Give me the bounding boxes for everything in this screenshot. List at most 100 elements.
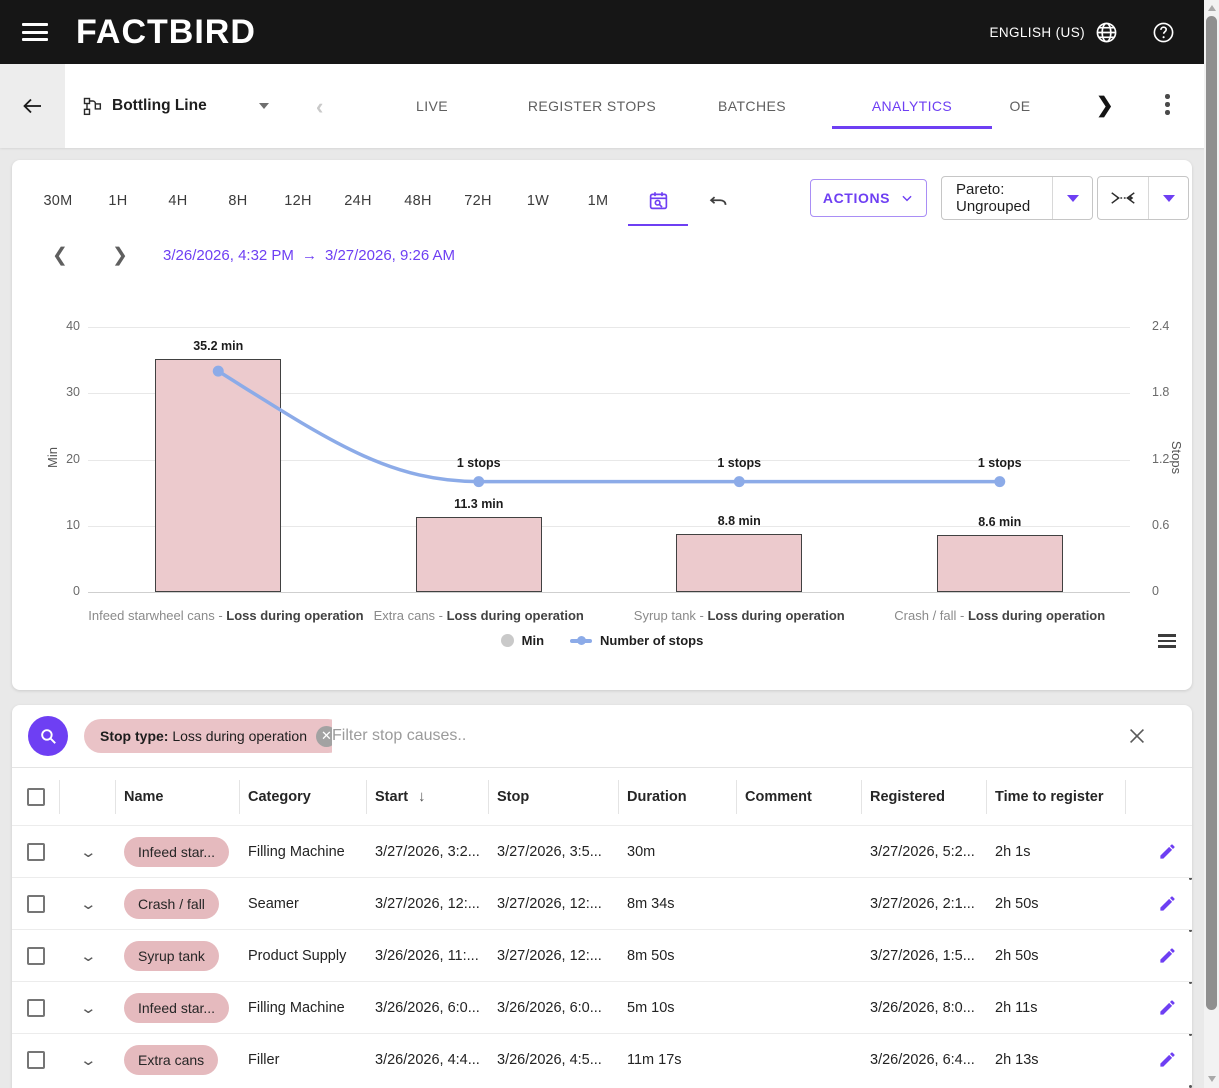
stop-cause-chip[interactable]: Infeed star... bbox=[124, 992, 230, 1023]
search-button[interactable] bbox=[28, 716, 68, 756]
tab-oe[interactable]: OE bbox=[1009, 98, 1031, 114]
language-label[interactable]: ENGLISH (US) bbox=[989, 24, 1085, 40]
range-button-1h[interactable]: 1H bbox=[108, 193, 128, 209]
line-point[interactable] bbox=[994, 476, 1006, 488]
legend-item-min[interactable]: Min bbox=[500, 633, 544, 648]
pareto-bar[interactable] bbox=[936, 535, 1063, 592]
row-checkbox[interactable] bbox=[27, 842, 45, 861]
chart-view-select[interactable] bbox=[1097, 176, 1189, 220]
range-button-48h[interactable]: 48H bbox=[404, 193, 432, 209]
row-checkbox[interactable] bbox=[27, 1050, 45, 1069]
column-header-registered[interactable]: Registered bbox=[862, 779, 987, 814]
range-button-1w[interactable]: 1W bbox=[526, 193, 550, 209]
previous-period-button[interactable]: ❮ bbox=[52, 245, 68, 266]
line-point[interactable] bbox=[473, 476, 485, 488]
stop-cause-chip[interactable]: Syrup tank bbox=[124, 940, 219, 971]
table-row[interactable]: ⌄ Extra cans Filler 3/26/2026, 4:4... 3/26/2… bbox=[12, 1033, 1192, 1088]
actions-button[interactable]: ACTIONS bbox=[810, 179, 927, 217]
row-checkbox[interactable] bbox=[27, 946, 45, 965]
column-header-category[interactable]: Category bbox=[240, 779, 367, 814]
edit-stop-button[interactable] bbox=[1158, 1050, 1177, 1069]
column-header-start[interactable]: Start ↓ bbox=[367, 779, 489, 814]
next-period-button[interactable]: ❯ bbox=[112, 245, 128, 266]
row-checkbox[interactable] bbox=[27, 894, 45, 913]
time-range-selector: 30M 1H 4H 8H 12H 24H 48H 72H 1W 1M bbox=[28, 176, 748, 226]
stop-cause-chip[interactable]: Infeed star... bbox=[124, 836, 230, 867]
edit-stop-button[interactable] bbox=[1158, 946, 1177, 965]
expand-row-icon[interactable]: ⌄ bbox=[79, 843, 97, 861]
tab-analytics[interactable]: ANALYTICS bbox=[871, 98, 953, 114]
cell-stop: 3/27/2026, 3:5... bbox=[497, 843, 602, 860]
vertical-scrollbar[interactable] bbox=[1204, 0, 1219, 1088]
filter-input[interactable] bbox=[332, 719, 852, 753]
cell-time-to-register: 2h 13s bbox=[995, 1051, 1039, 1068]
back-button[interactable] bbox=[0, 64, 65, 148]
line-point[interactable] bbox=[733, 476, 745, 488]
edit-stop-button[interactable] bbox=[1158, 894, 1177, 913]
line-selector-dropdown[interactable]: Bottling Line bbox=[82, 64, 269, 148]
tabs-scroll-right-icon[interactable]: ❯ bbox=[1096, 94, 1114, 117]
column-header-comment[interactable]: Comment bbox=[737, 779, 862, 814]
column-header-time-to-register[interactable]: Time to register bbox=[987, 779, 1126, 814]
left-axis-tick: 40 bbox=[66, 319, 80, 333]
expand-row-icon[interactable]: ⌄ bbox=[79, 895, 97, 913]
remove-filter-icon[interactable]: ✕ bbox=[316, 725, 337, 747]
date-range-label[interactable]: 3/26/2026, 4:32 PM → 3/27/2026, 9:26 AM bbox=[163, 247, 455, 264]
pareto-bar[interactable] bbox=[676, 533, 803, 592]
column-header-duration[interactable]: Duration bbox=[619, 779, 737, 814]
edit-stop-button[interactable] bbox=[1158, 842, 1177, 861]
stops-value-label: 1 stops bbox=[456, 455, 501, 470]
globe-icon[interactable] bbox=[1095, 21, 1118, 44]
cell-start: 3/26/2026, 6:0... bbox=[375, 999, 480, 1016]
category-stop-type: Loss during operation bbox=[967, 608, 1106, 623]
line-point[interactable] bbox=[212, 365, 224, 377]
range-button-1m[interactable]: 1M bbox=[587, 193, 609, 209]
select-all-checkbox[interactable] bbox=[26, 787, 45, 806]
stop-cause-chip[interactable]: Extra cans bbox=[124, 1044, 219, 1075]
timeline-compress-icon bbox=[1111, 192, 1135, 204]
actions-label: ACTIONS bbox=[822, 190, 891, 206]
expand-row-icon[interactable]: ⌄ bbox=[79, 999, 97, 1017]
hamburger-menu-icon[interactable] bbox=[22, 23, 48, 41]
table-row[interactable]: ⌄ Infeed star... Filling Machine 3/27/2026,… bbox=[12, 825, 1192, 880]
chart-context-menu-icon[interactable] bbox=[1158, 634, 1176, 648]
cell-time-to-register: 2h 50s bbox=[995, 947, 1039, 964]
range-button-30m[interactable]: 30M bbox=[43, 193, 73, 209]
filter-chip-stop-type[interactable]: Stop type: Loss during operation ✕ bbox=[84, 719, 345, 753]
scroll-up-icon[interactable] bbox=[1207, 5, 1216, 11]
nav-overflow-menu-icon[interactable] bbox=[1163, 92, 1172, 117]
tab-batches[interactable]: BATCHES bbox=[718, 98, 786, 114]
stop-cause-chip[interactable]: Crash / fall bbox=[124, 888, 219, 919]
custom-date-range-button[interactable] bbox=[628, 176, 688, 226]
help-icon[interactable] bbox=[1152, 21, 1175, 44]
pareto-bar[interactable] bbox=[415, 517, 542, 592]
table-row[interactable]: ⌄ Syrup tank Product Supply 3/26/2026, 11:.… bbox=[12, 929, 1192, 984]
tab-live[interactable]: LIVE bbox=[416, 98, 448, 114]
gridline bbox=[88, 525, 1130, 527]
expand-row-icon[interactable]: ⌄ bbox=[79, 1051, 97, 1069]
close-icon[interactable] bbox=[1126, 725, 1148, 747]
range-button-12h[interactable]: 12H bbox=[284, 193, 312, 209]
scroll-down-icon[interactable] bbox=[1207, 1076, 1216, 1082]
expand-row-icon[interactable]: ⌄ bbox=[79, 947, 97, 965]
range-button-8h[interactable]: 8H bbox=[228, 193, 248, 209]
pareto-grouping-select[interactable]: Pareto: Ungrouped bbox=[941, 176, 1093, 220]
gridline bbox=[88, 327, 1130, 328]
scrollbar-thumb[interactable] bbox=[1206, 16, 1217, 1010]
column-header-stop[interactable]: Stop bbox=[489, 779, 619, 814]
cell-duration: 8m 34s bbox=[627, 895, 675, 912]
table-row[interactable]: ⌄ Infeed star... Filling Machine 3/26/2026,… bbox=[12, 981, 1192, 1036]
cell-actions bbox=[1126, 842, 1192, 861]
column-header-name[interactable]: Name bbox=[116, 779, 240, 814]
range-button-24h[interactable]: 24H bbox=[344, 193, 372, 209]
legend-item-number-of-stops[interactable]: Number of stops bbox=[570, 633, 703, 648]
edit-stop-button[interactable] bbox=[1158, 998, 1177, 1017]
tab-register-stops[interactable]: REGISTER STOPS bbox=[527, 98, 657, 114]
table-row[interactable]: ⌄ Crash / fall Seamer 3/27/2026, 12:... 3/27… bbox=[12, 877, 1192, 932]
row-overflow-icon-cut bbox=[1189, 929, 1192, 932]
left-axis-tick: 30 bbox=[66, 385, 80, 400]
undo-zoom-button[interactable] bbox=[688, 176, 748, 226]
range-button-4h[interactable]: 4H bbox=[168, 193, 188, 209]
range-button-72h[interactable]: 72H bbox=[464, 193, 492, 209]
row-checkbox[interactable] bbox=[27, 998, 45, 1017]
